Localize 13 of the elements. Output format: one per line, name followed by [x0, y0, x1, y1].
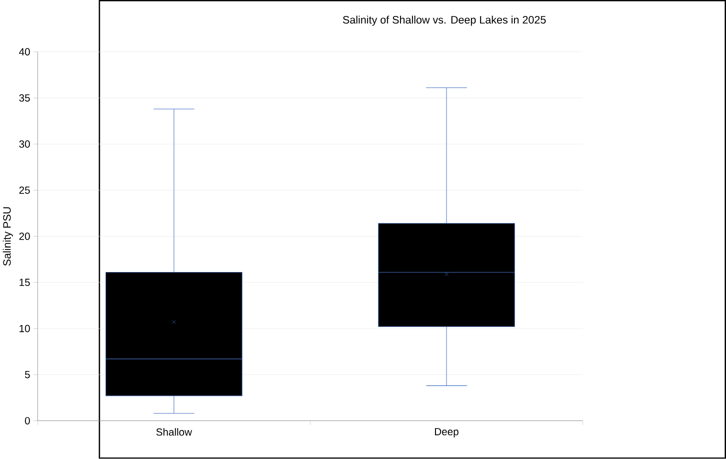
y-axis-title: Salinity PSU: [2, 207, 13, 266]
y-tick-label: 40: [19, 48, 30, 56]
y-tick-label: 25: [19, 186, 30, 194]
y-tick-label: 0: [24, 417, 30, 425]
y-tick-label: 20: [19, 232, 30, 240]
y-tick-label: 15: [20, 278, 30, 286]
x-tick-label: Shallow: [156, 428, 192, 436]
chart-title: Salinity of Shallow vs. Deep Lakes in 2025: [342, 16, 546, 26]
y-tick-label: 30: [19, 140, 30, 148]
x-tick-label: Deep: [435, 428, 458, 438]
y-tick-label: 10: [20, 324, 30, 332]
y-tick-label: 35: [19, 94, 30, 102]
y-tick-label: 5: [24, 371, 30, 378]
